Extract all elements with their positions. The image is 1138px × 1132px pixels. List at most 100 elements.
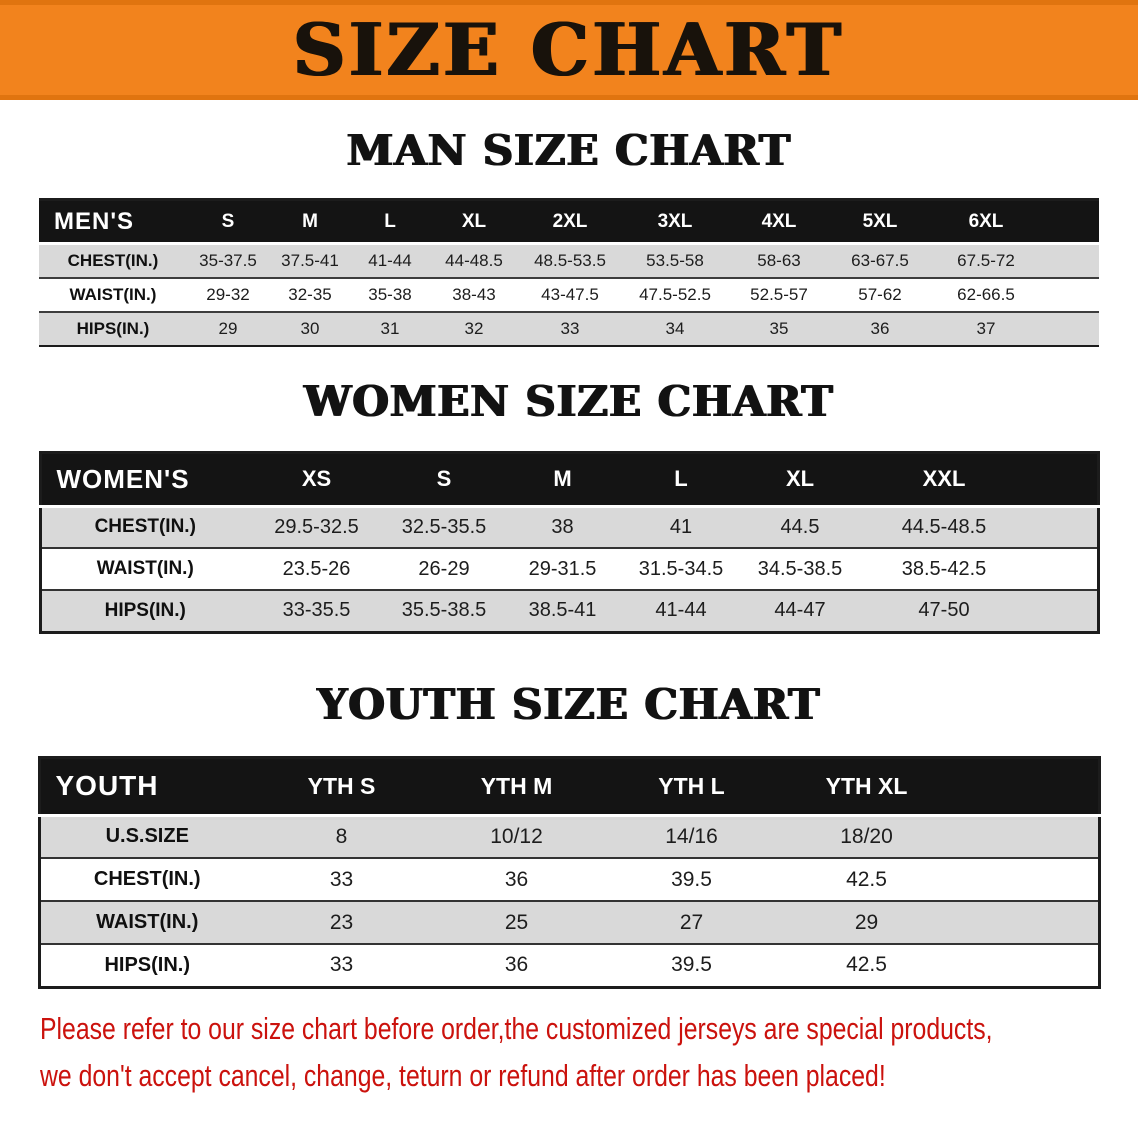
- row-label: WAIST(IN.): [39, 276, 187, 312]
- table-row: CHEST(IN.) 29.5-32.5 32.5-35.5 38 41 44.5 44.5…: [40, 505, 1098, 548]
- filler-cell: [1041, 199, 1099, 245]
- column-header: YTH M: [429, 757, 604, 817]
- value-cell: 58-63: [729, 242, 829, 278]
- filler-cell: [954, 757, 1099, 817]
- value-cell: 47.5-52.5: [621, 276, 729, 312]
- value-cell: 37.5-41: [269, 242, 351, 278]
- value-cell: 29-31.5: [504, 547, 621, 590]
- value-cell: 44-47: [741, 589, 859, 632]
- women-section: WOMEN SIZE CHART WOMEN'S XS S M L XL XXL CHEST(…: [0, 377, 1138, 634]
- column-header: YTH XL: [779, 757, 954, 817]
- youth-heading: YOUTH SIZE CHART: [317, 679, 821, 729]
- value-cell: 53.5-58: [621, 242, 729, 278]
- disclaimer: Please refer to our size chart before or…: [0, 989, 1138, 1117]
- column-header: 6XL: [931, 199, 1041, 245]
- value-cell: 47-50: [859, 589, 1029, 632]
- column-header: XL: [429, 199, 519, 245]
- value-cell: 41: [621, 505, 741, 548]
- column-header: XS: [249, 452, 384, 508]
- value-cell: 25: [429, 900, 604, 944]
- value-cell: 36: [429, 857, 604, 901]
- table-row: WAIST(IN.) 23.5-26 26-29 29-31.5 31.5-34.5 34…: [40, 547, 1098, 590]
- column-header: XXL: [859, 452, 1029, 508]
- header-row: MEN'S S M L XL 2XL 3XL 4XL 5XL 6XL: [39, 199, 1099, 245]
- value-cell: 41-44: [621, 589, 741, 632]
- table-row: HIPS(IN.) 33 36 39.5 42.5: [39, 943, 1099, 987]
- value-cell: 29.5-32.5: [249, 505, 384, 548]
- value-cell: 38: [504, 505, 621, 548]
- men-heading: MAN SIZE CHART: [346, 126, 792, 175]
- value-cell: 10/12: [429, 814, 604, 858]
- value-cell: 37: [931, 310, 1041, 346]
- value-cell: 23: [254, 900, 429, 944]
- row-label: HIPS(IN.): [39, 310, 187, 346]
- value-cell: 26-29: [384, 547, 504, 590]
- column-header: 2XL: [519, 199, 621, 245]
- row-label: HIPS(IN.): [39, 943, 254, 987]
- value-cell: 34: [621, 310, 729, 346]
- table-row: CHEST(IN.) 33 36 39.5 42.5: [39, 857, 1099, 901]
- filler-cell: [954, 857, 1099, 901]
- table-row: HIPS(IN.) 33-35.5 35.5-38.5 38.5-41 41-44 44-…: [40, 589, 1098, 632]
- column-header: 5XL: [829, 199, 931, 245]
- value-cell: 31: [351, 310, 429, 346]
- women-heading: WOMEN SIZE CHART: [304, 376, 834, 426]
- value-cell: 35: [729, 310, 829, 346]
- column-header: S: [384, 452, 504, 508]
- table-row: U.S.SIZE 8 10/12 14/16 18/20: [39, 814, 1099, 858]
- filler-cell: [1041, 242, 1099, 278]
- value-cell: 35-37.5: [187, 242, 269, 278]
- women-size-table: WOMEN'S XS S M L XL XXL CHEST(IN.) 29.5-32.5 32.5…: [38, 450, 1100, 634]
- filler-cell: [954, 814, 1099, 858]
- column-header: L: [351, 199, 429, 245]
- row-label: WAIST(IN.): [40, 547, 249, 590]
- value-cell: 63-67.5: [829, 242, 931, 278]
- value-cell: 31.5-34.5: [621, 547, 741, 590]
- column-header: S: [187, 199, 269, 245]
- value-cell: 39.5: [604, 857, 779, 901]
- value-cell: 44.5-48.5: [859, 505, 1029, 548]
- value-cell: 33: [519, 310, 621, 346]
- value-cell: 43-47.5: [519, 276, 621, 312]
- table-corner-label: WOMEN'S: [40, 452, 249, 508]
- value-cell: 38.5-41: [504, 589, 621, 632]
- filler-cell: [1029, 452, 1098, 508]
- value-cell: 29: [779, 900, 954, 944]
- table-row: WAIST(IN.) 23 25 27 29: [39, 900, 1099, 944]
- filler-cell: [954, 900, 1099, 944]
- column-header: XL: [741, 452, 859, 508]
- value-cell: 35.5-38.5: [384, 589, 504, 632]
- men-section: MAN SIZE CHART MEN'S S M L XL 2XL 3XL 4XL 5XL 6XL…: [0, 126, 1138, 347]
- value-cell: 36: [829, 310, 931, 346]
- value-cell: 32: [429, 310, 519, 346]
- value-cell: 48.5-53.5: [519, 242, 621, 278]
- filler-cell: [1029, 505, 1098, 548]
- value-cell: 35-38: [351, 276, 429, 312]
- filler-cell: [1041, 310, 1099, 346]
- row-label: U.S.SIZE: [39, 814, 254, 858]
- table-corner-label: MEN'S: [39, 199, 187, 245]
- youth-section: YOUTH SIZE CHART YOUTH YTH S YTH M YTH L YTH…: [0, 680, 1138, 989]
- value-cell: 32.5-35.5: [384, 505, 504, 548]
- value-cell: 38-43: [429, 276, 519, 312]
- table-row: WAIST(IN.) 29-32 32-35 35-38 38-43 43-47.5 47.…: [39, 276, 1099, 312]
- value-cell: 57-62: [829, 276, 931, 312]
- value-cell: 29: [187, 310, 269, 346]
- table-row: HIPS(IN.) 29 30 31 32 33 34 35 36 37: [39, 310, 1099, 346]
- value-cell: 14/16: [604, 814, 779, 858]
- youth-size-table: YOUTH YTH S YTH M YTH L YTH XL U.S.SIZE 8 10/12…: [37, 755, 1101, 989]
- value-cell: 41-44: [351, 242, 429, 278]
- row-label: CHEST(IN.): [39, 242, 187, 278]
- value-cell: 33-35.5: [249, 589, 384, 632]
- row-label: CHEST(IN.): [40, 505, 249, 548]
- value-cell: 44-48.5: [429, 242, 519, 278]
- value-cell: 39.5: [604, 943, 779, 987]
- value-cell: 42.5: [779, 943, 954, 987]
- value-cell: 67.5-72: [931, 242, 1041, 278]
- row-label: WAIST(IN.): [39, 900, 254, 944]
- table-corner-label: YOUTH: [39, 757, 254, 817]
- row-label: HIPS(IN.): [40, 589, 249, 632]
- value-cell: 32-35: [269, 276, 351, 312]
- value-cell: 18/20: [779, 814, 954, 858]
- value-cell: 38.5-42.5: [859, 547, 1029, 590]
